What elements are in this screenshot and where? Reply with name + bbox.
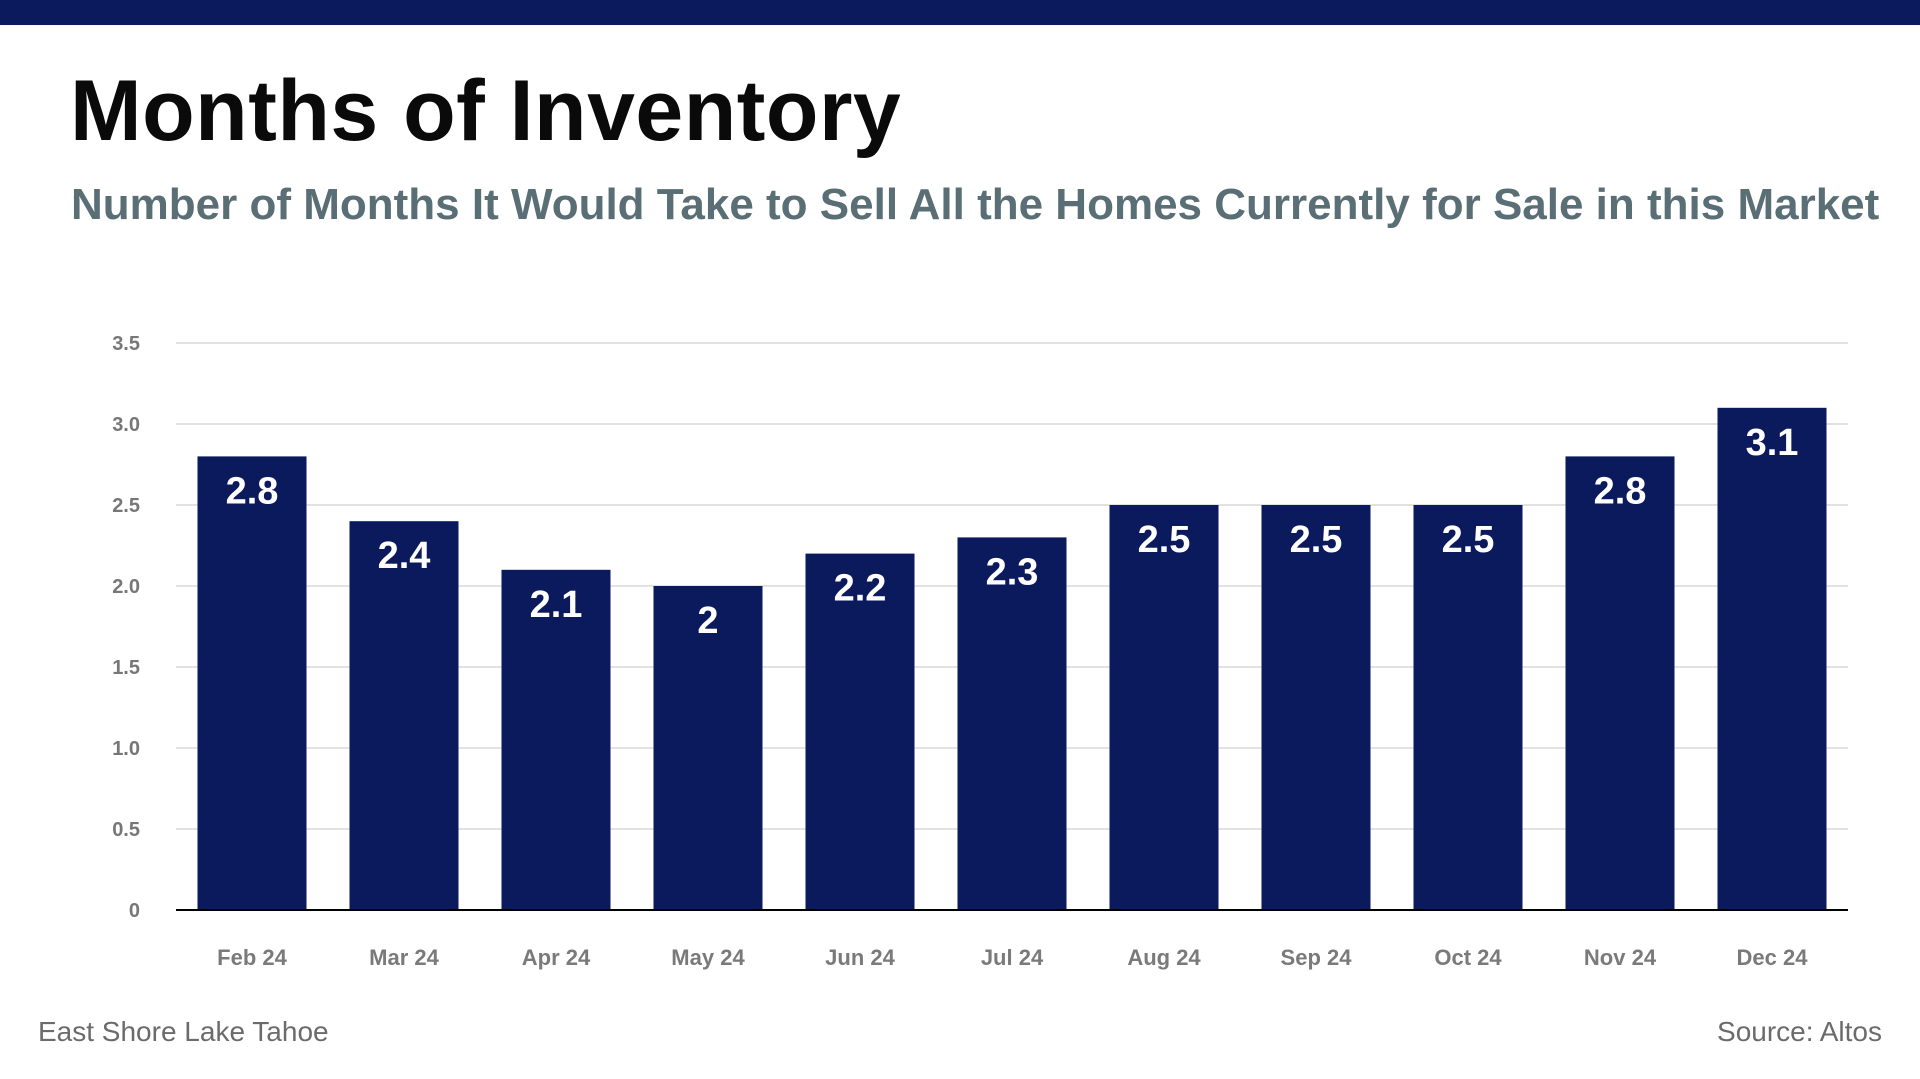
bar <box>349 521 459 910</box>
y-tick-label: 0 <box>129 900 140 922</box>
y-tick-label: 3.0 <box>112 414 140 436</box>
x-category-label: Apr 24 <box>522 945 591 970</box>
x-category-label: Jun 24 <box>825 945 895 970</box>
x-category-label: Aug 24 <box>1127 945 1201 970</box>
bar-value-label: 2.5 <box>1290 519 1343 561</box>
bar-value-label: 2.2 <box>834 568 887 610</box>
bar <box>501 569 611 910</box>
bar-value-label: 2.4 <box>378 535 431 577</box>
x-category-label: Sep 24 <box>1281 945 1353 970</box>
bar <box>1261 505 1371 910</box>
bar <box>1565 456 1675 910</box>
bar <box>1717 407 1827 910</box>
bar-value-label: 2.5 <box>1138 519 1191 561</box>
x-category-label: Dec 24 <box>1737 945 1809 970</box>
y-tick-label: 3.5 <box>112 333 140 355</box>
page-subtitle: Number of Months It Would Take to Sell A… <box>71 180 1880 229</box>
x-category-label: May 24 <box>671 945 745 970</box>
top-accent-bar <box>0 0 1920 25</box>
bar-value-label: 2.5 <box>1442 519 1495 561</box>
y-tick-label: 1.5 <box>112 657 140 679</box>
y-tick-label: 0.5 <box>112 819 140 841</box>
x-category-label: Nov 24 <box>1584 945 1657 970</box>
page-title: Months of Inventory <box>70 63 902 159</box>
bar-value-label: 2 <box>697 600 718 642</box>
bar-value-label: 2.8 <box>1594 470 1647 512</box>
bar <box>653 586 763 910</box>
x-category-label: Feb 24 <box>217 945 287 970</box>
bar-value-label: 2.1 <box>530 584 583 626</box>
bar <box>1109 505 1219 910</box>
y-tick-label: 2.5 <box>112 495 140 517</box>
x-category-label: Oct 24 <box>1434 945 1502 970</box>
y-tick-label: 2.0 <box>112 576 140 598</box>
bar-chart: 0 0.5 1.0 1.5 2.0 2.5 3.0 3.5 2.8 Feb 24 2.4 Mar 24… <box>112 333 1848 970</box>
bar <box>957 537 1067 910</box>
bar <box>1413 505 1523 910</box>
bar-value-label: 2.3 <box>986 551 1039 593</box>
bar-value-label: 3.1 <box>1746 422 1799 464</box>
bar <box>197 456 307 910</box>
market-location-label: East Shore Lake Tahoe <box>38 1016 329 1047</box>
x-category-label: Mar 24 <box>369 945 439 970</box>
x-category-label: Jul 24 <box>981 945 1044 970</box>
source-label: Source: Altos <box>1717 1016 1882 1047</box>
y-tick-label: 1.0 <box>112 738 140 760</box>
bar-value-label: 2.8 <box>226 470 279 512</box>
bar <box>805 553 915 910</box>
